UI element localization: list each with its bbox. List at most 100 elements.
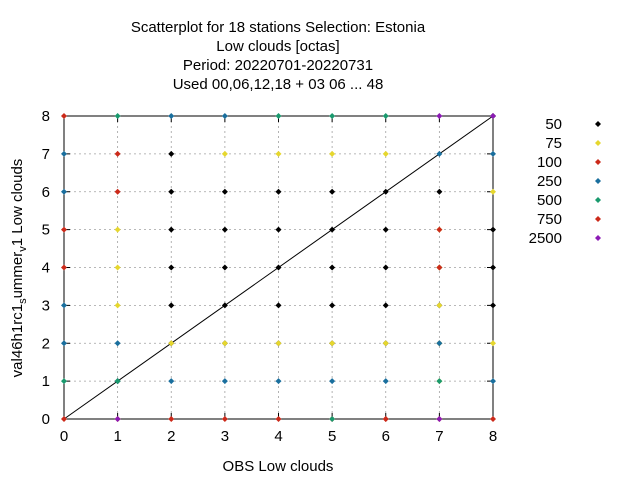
y-tick-label: 3 — [42, 297, 50, 314]
data-point — [382, 378, 389, 385]
data-point — [114, 340, 121, 347]
data-point — [329, 113, 336, 119]
data-point — [168, 302, 175, 309]
legend-label: 250 — [537, 173, 562, 190]
data-point — [329, 188, 336, 195]
y-tick-label: 5 — [42, 222, 50, 239]
data-point — [114, 416, 121, 422]
data-point — [436, 264, 443, 271]
data-point — [382, 113, 389, 119]
y-tick-label: 4 — [42, 260, 50, 277]
data-point — [436, 302, 443, 309]
data-point — [168, 188, 175, 195]
data-point — [114, 113, 121, 119]
data-point — [221, 226, 228, 233]
data-point — [114, 188, 121, 195]
data-point — [382, 340, 389, 347]
data-point — [490, 378, 496, 385]
data-point — [61, 113, 67, 119]
y-axis-label: val46h1rc1summerv1 Low clouds — [9, 159, 29, 378]
data-point — [168, 378, 175, 385]
y-tick-label: 1 — [42, 373, 50, 390]
data-point — [490, 226, 496, 233]
data-point — [436, 340, 443, 347]
title-line: Scatterplot for 18 stations Selection: E… — [131, 19, 426, 36]
chart-title: Scatterplot for 18 stations Selection: E… — [131, 19, 426, 93]
data-point — [61, 340, 67, 347]
data-point — [61, 226, 67, 233]
data-point — [168, 150, 175, 157]
data-point — [168, 340, 175, 347]
data-point — [436, 188, 443, 195]
data-point — [329, 264, 336, 271]
data-point — [61, 188, 67, 195]
data-point — [329, 340, 336, 347]
x-tick-label: 4 — [274, 428, 282, 445]
data-point — [490, 264, 496, 271]
data-point — [221, 264, 228, 271]
data-point — [436, 113, 443, 119]
data-point — [221, 113, 228, 119]
data-point — [275, 150, 282, 157]
legend: 50 75 100 250 500 750 2500 — [529, 116, 601, 247]
data-point — [275, 302, 282, 309]
data-point — [61, 302, 67, 309]
data-point — [490, 150, 496, 157]
data-point — [275, 113, 282, 119]
x-tick-label: 3 — [221, 428, 229, 445]
y-tick-label: 2 — [42, 335, 50, 352]
data-point — [168, 226, 175, 233]
data-point — [114, 302, 121, 309]
data-point — [329, 416, 336, 422]
data-point — [168, 113, 175, 119]
title-line: Low clouds [octas] — [216, 38, 339, 55]
legend-label: 75 — [545, 135, 562, 152]
data-point — [382, 416, 389, 422]
data-point — [275, 264, 282, 271]
x-tick-label: 0 — [60, 428, 68, 445]
legend-marker — [595, 235, 601, 241]
legend-marker — [595, 197, 601, 203]
data-point — [221, 378, 228, 385]
x-axis-label: OBS Low clouds — [223, 458, 334, 475]
x-tick-label: 7 — [435, 428, 443, 445]
x-tick-label: 8 — [489, 428, 497, 445]
data-point — [221, 302, 228, 309]
data-point — [490, 302, 496, 309]
legend-label: 750 — [537, 211, 562, 228]
legend-marker — [595, 140, 601, 146]
data-point — [221, 188, 228, 195]
data-point — [382, 302, 389, 309]
axis-ticks: 0 1 2 3 4 5 6 7 8 0 1 2 3 4 5 6 7 8 — [42, 108, 498, 445]
data-point — [382, 150, 389, 157]
legend-marker — [595, 159, 601, 165]
data-point — [490, 416, 496, 422]
data-point — [436, 378, 443, 385]
x-tick-label: 2 — [167, 428, 175, 445]
data-point — [61, 150, 67, 157]
legend-marker — [595, 121, 601, 127]
data-point — [436, 226, 443, 233]
legend-label: 50 — [545, 116, 562, 133]
data-point — [329, 378, 336, 385]
data-point — [275, 226, 282, 233]
data-point — [61, 264, 67, 271]
data-point — [275, 416, 282, 422]
data-point — [382, 264, 389, 271]
data-point — [61, 378, 67, 385]
data-point — [275, 340, 282, 347]
y-tick-label: 8 — [42, 108, 50, 125]
data-point — [329, 150, 336, 157]
data-point — [382, 188, 389, 195]
title-line: Period: 20220701-20220731 — [183, 57, 373, 74]
data-point — [329, 226, 336, 233]
y-tick-label: 6 — [42, 184, 50, 201]
data-point — [114, 264, 121, 271]
x-tick-label: 5 — [328, 428, 336, 445]
data-point — [490, 113, 496, 119]
title-line: Used 00,06,12,18 + 03 06 ... 48 — [173, 76, 384, 93]
y-tick-label: 7 — [42, 146, 50, 163]
data-point — [221, 416, 228, 422]
data-point — [168, 264, 175, 271]
